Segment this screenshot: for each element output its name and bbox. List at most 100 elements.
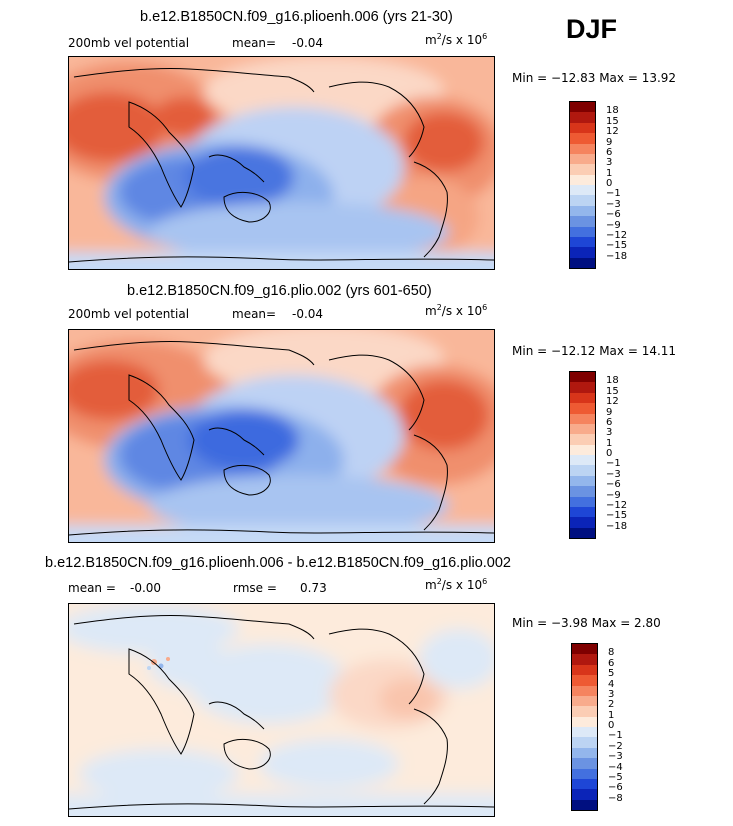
panel-1-map [34, 37, 519, 297]
colorbar-tick-label: 9 [606, 406, 613, 418]
colorbar-swatch [572, 768, 597, 779]
panel-3-title: b.e12.B1850CN.f09_g16.plioenh.006 - b.e1… [45, 555, 511, 571]
panel-1-minmax: Min = −12.83 Max = 13.92 [512, 71, 677, 85]
colorbar-swatch [570, 475, 595, 487]
colorbar-swatch [572, 727, 597, 738]
colorbar-swatch [572, 799, 597, 810]
colorbar-tick-label: 3 [606, 427, 613, 439]
colorbar-tick-label: −6 [606, 209, 621, 221]
season-label: DJF [566, 14, 618, 44]
colorbar-tick-label: −8 [608, 792, 623, 804]
colorbar-swatch [570, 112, 595, 123]
panel-2-units: m2/s x 106 [425, 303, 488, 318]
colorbar-swatch [572, 758, 597, 769]
colorbar-swatch [570, 372, 595, 383]
colorbar-swatch [570, 102, 595, 113]
colorbar-swatch [572, 706, 597, 717]
colorbar-tick-label: 18 [606, 105, 619, 117]
colorbar-swatch [572, 747, 597, 759]
colorbar-swatch [572, 778, 597, 790]
colorbar-tick-label: 0 [606, 448, 613, 459]
colorbar-swatch [570, 392, 595, 404]
colorbar-tick-label: 3 [606, 157, 613, 169]
colorbar-swatch [570, 434, 595, 445]
colorbar-swatch [570, 216, 595, 227]
colorbar-tick-label: −3 [606, 468, 621, 480]
colorbar-swatch [570, 195, 595, 206]
colorbar-swatch [570, 143, 595, 154]
colorbar-swatch [572, 675, 597, 686]
colorbar-tick-label: 2 [608, 699, 615, 711]
panel-3-colorbar-ticks: 8 6 5 4 3 2 1 0 −1 −2 −3 −4 −5 −6 −8 [608, 643, 648, 809]
colorbar-tick-label: 0 [608, 720, 615, 731]
colorbar-swatch [570, 465, 595, 476]
panel-2-field-label: 200mb vel potential [68, 307, 190, 321]
colorbar-swatch [570, 153, 595, 165]
colorbar-tick-label: 4 [608, 678, 615, 690]
colorbar-tick-label: 1 [608, 709, 615, 721]
colorbar-tick-label: 12 [606, 396, 619, 408]
colorbar-tick-label: 6 [606, 146, 613, 158]
colorbar-tick-label: 5 [608, 668, 615, 680]
colorbar-tick-label: −18 [606, 520, 628, 532]
colorbar-swatch [570, 236, 595, 248]
panel-1-units: m2/s x 106 [425, 32, 488, 47]
colorbar-tick-label: −4 [608, 761, 623, 773]
colorbar-swatch [572, 716, 597, 727]
colorbar-swatch [570, 133, 595, 144]
colorbar-tick-label: 8 [608, 647, 615, 659]
colorbar-swatch [570, 185, 595, 196]
colorbar-tick-label: 15 [606, 385, 619, 397]
colorbar-tick-label: −15 [606, 510, 628, 522]
panel-3-units: m2/s x 106 [425, 577, 488, 592]
colorbar-tick-label: 12 [606, 126, 619, 138]
colorbar-tick-label: −3 [606, 198, 621, 210]
colorbar-tick-label: −9 [606, 219, 621, 231]
colorbar-tick-label: 1 [606, 437, 613, 449]
colorbar-swatch [572, 695, 597, 707]
panel-2-mean-label: mean= [232, 307, 277, 321]
panel-1-mean-value: -0.04 [292, 36, 324, 50]
colorbar-swatch [570, 496, 595, 507]
colorbar-tick-label: −18 [606, 250, 628, 262]
colorbar-tick-label: −3 [608, 751, 623, 763]
colorbar-swatch [570, 527, 595, 538]
colorbar-swatch [572, 789, 597, 800]
colorbar-swatch [570, 517, 595, 528]
panel-2-title: b.e12.B1850CN.f09_g16.plio.002 (yrs 601-… [127, 283, 432, 299]
colorbar-swatch [570, 413, 595, 424]
colorbar-tick-label: −2 [608, 740, 623, 752]
panel-3-map [49, 584, 519, 826]
colorbar-swatch [570, 247, 595, 258]
colorbar-tick-label: −12 [606, 499, 628, 511]
colorbar-swatch [570, 444, 595, 455]
colorbar-tick-label: 3 [608, 688, 615, 700]
colorbar-swatch [570, 257, 595, 268]
colorbar-swatch [572, 737, 597, 748]
colorbar-tick-label: 6 [608, 657, 615, 669]
colorbar-tick-label: −15 [606, 240, 628, 252]
colorbar-tick-label: 9 [606, 136, 613, 148]
colorbar-swatch [570, 382, 595, 393]
panel-3-mean-label: mean = [68, 581, 116, 595]
colorbar-tick-label: 0 [606, 178, 613, 189]
panel-1-colorbar-ticks: 18 15 12 9 6 3 1 0 −1 −3 −6 −9 −12 −15 −18 [606, 101, 646, 267]
colorbar-tick-label: −1 [606, 188, 621, 200]
colorbar-swatch [572, 685, 597, 696]
colorbar-swatch [570, 423, 595, 435]
colorbar-swatch [572, 644, 597, 655]
colorbar-swatch [572, 664, 597, 676]
panel-3-rmse-value: 0.73 [300, 581, 327, 595]
colorbar-tick-label: −6 [606, 479, 621, 491]
colorbar-swatch [570, 174, 595, 185]
colorbar-tick-label: 15 [606, 115, 619, 127]
colorbar-tick-label: 18 [606, 375, 619, 387]
colorbar-tick-label: 6 [606, 416, 613, 428]
colorbar-swatch [570, 486, 595, 497]
colorbar-swatch [570, 226, 595, 237]
colorbar-swatch [570, 205, 595, 217]
panel-3-minmax: Min = −3.98 Max = 2.80 [512, 616, 661, 630]
colorbar-swatch [570, 506, 595, 518]
panel-1-title: b.e12.B1850CN.f09_g16.plioenh.006 (yrs 2… [140, 9, 453, 25]
panel-1-field-label: 200mb vel potential [68, 36, 190, 50]
